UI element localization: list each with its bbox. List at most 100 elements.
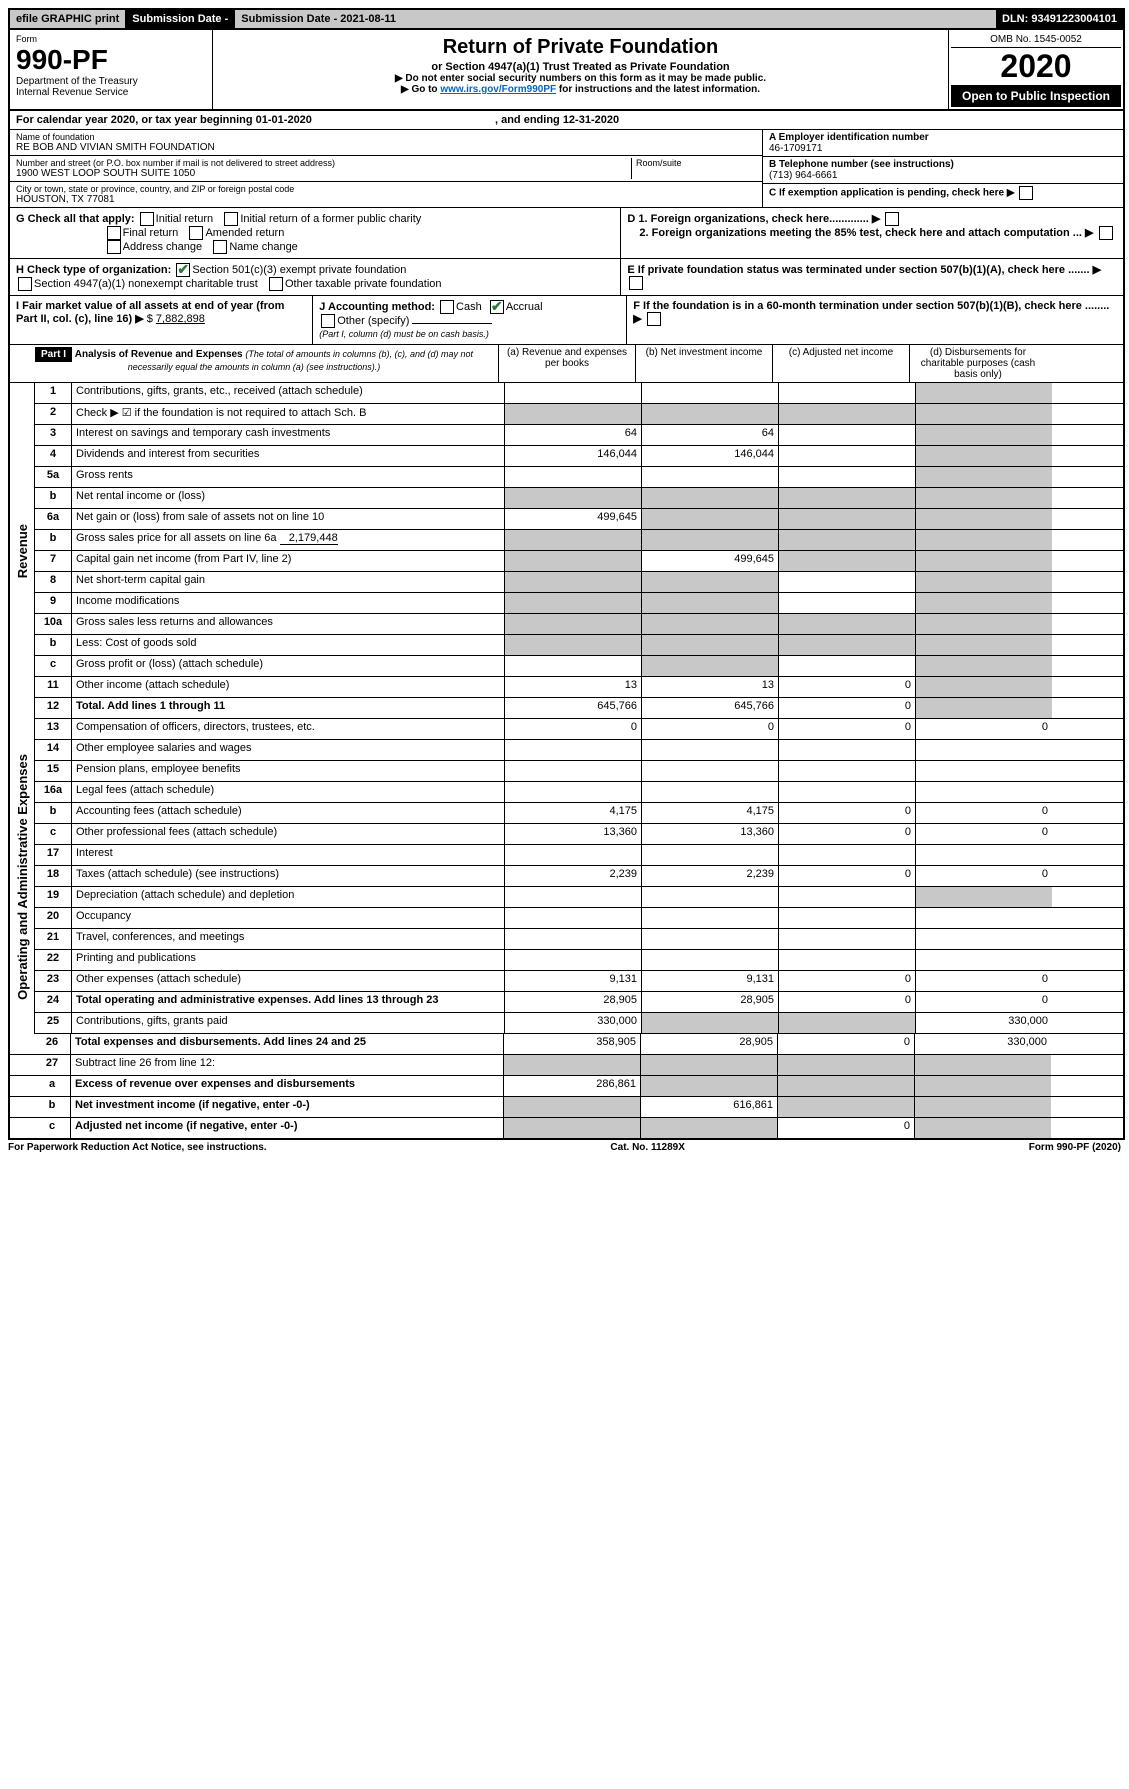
revenue-section: Revenue 1 Contributions, gifts, grants, … — [10, 383, 1123, 719]
checkbox-address-change[interactable] — [107, 240, 121, 254]
box-h-e: H Check type of organization: Section 50… — [10, 259, 1123, 296]
line-15: 15 Pension plans, employee benefits — [35, 761, 1123, 782]
line-17: 17 Interest — [35, 845, 1123, 866]
checkbox-f[interactable] — [647, 312, 661, 326]
col-d-header: (d) Disbursements for charitable purpose… — [910, 345, 1046, 382]
form-title: Return of Private Foundation — [217, 36, 944, 59]
exemption-pending: C If exemption application is pending, c… — [763, 184, 1123, 202]
checkbox-501c3[interactable] — [176, 263, 190, 277]
link-row: ▶ Go to www.irs.gov/Form990PF for instru… — [217, 84, 944, 95]
open-to-public: Open to Public Inspection — [951, 85, 1121, 107]
page-footer: For Paperwork Reduction Act Notice, see … — [8, 1140, 1121, 1155]
checkbox-initial-return[interactable] — [140, 212, 154, 226]
line-8: 8 Net short-term capital gain — [35, 572, 1123, 593]
box-f: F If the foundation is in a 60-month ter… — [627, 296, 1123, 345]
line-27c: c Adjusted net income (if negative, ente… — [10, 1118, 1123, 1138]
line-b: b Less: Cost of goods sold — [35, 635, 1123, 656]
checkbox-final-return[interactable] — [107, 226, 121, 240]
box-i-j-f: I Fair market value of all assets at end… — [10, 296, 1123, 345]
ein-cell: A Employer identification number 46-1709… — [763, 130, 1123, 157]
irs-link[interactable]: www.irs.gov/Form990PF — [440, 84, 556, 95]
line-23: 23 Other expenses (attach schedule) 9,13… — [35, 971, 1123, 992]
line-18: 18 Taxes (attach schedule) (see instruct… — [35, 866, 1123, 887]
foundation-name: Name of foundation RE BOB AND VIVIAN SMI… — [10, 130, 762, 156]
line-9: 9 Income modifications — [35, 593, 1123, 614]
form-ref: Form 990-PF (2020) — [1029, 1142, 1121, 1153]
checkbox-4947[interactable] — [18, 277, 32, 291]
part1-badge: Part I — [35, 347, 72, 362]
year-cell: OMB No. 1545-0052 2020 Open to Public In… — [949, 30, 1123, 109]
checkbox-amended[interactable] — [189, 226, 203, 240]
address-row: Number and street (or P.O. box number if… — [10, 156, 762, 182]
line-6a: 6a Net gain or (loss) from sale of asset… — [35, 509, 1123, 530]
line-12: 12 Total. Add lines 1 through 11 645,766… — [35, 698, 1123, 719]
paperwork-notice: For Paperwork Reduction Act Notice, see … — [8, 1142, 267, 1153]
line-11: 11 Other income (attach schedule) 13 13 … — [35, 677, 1123, 698]
catalog-number: Cat. No. 11289X — [610, 1142, 684, 1153]
line-4: 4 Dividends and interest from securities… — [35, 446, 1123, 467]
line-c: c Other professional fees (attach schedu… — [35, 824, 1123, 845]
form-number: 990-PF — [16, 44, 206, 76]
checkbox-name-change[interactable] — [213, 240, 227, 254]
box-d: D 1. Foreign organizations, check here..… — [621, 208, 1123, 259]
expenses-sidelabel: Operating and Administrative Expenses — [10, 719, 35, 1034]
form-header: Form 990-PF Department of the Treasury I… — [10, 30, 1123, 111]
checkbox-accrual[interactable] — [490, 300, 504, 314]
line-26: 26 Total expenses and disbursements. Add… — [10, 1034, 1123, 1055]
checkbox-c[interactable] — [1019, 186, 1033, 200]
omb-number: OMB No. 1545-0052 — [951, 32, 1121, 48]
submission-date: Submission Date - 2021-08-11 — [235, 10, 996, 28]
line-c: c Gross profit or (loss) (attach schedul… — [35, 656, 1123, 677]
checkbox-other-taxable[interactable] — [269, 277, 283, 291]
checkbox-d2[interactable] — [1099, 226, 1113, 240]
line-16a: 16a Legal fees (attach schedule) — [35, 782, 1123, 803]
line-27b: b Net investment income (if negative, en… — [10, 1097, 1123, 1118]
form-subtitle: or Section 4947(a)(1) Trust Treated as P… — [217, 61, 944, 73]
efile-badge: efile GRAPHIC print — [10, 10, 126, 28]
line-7: 7 Capital gain net income (from Part IV,… — [35, 551, 1123, 572]
box-i: I Fair market value of all assets at end… — [10, 296, 313, 345]
col-b-header: (b) Net investment income — [636, 345, 773, 382]
line-19: 19 Depreciation (attach schedule) and de… — [35, 887, 1123, 908]
checkbox-other-method[interactable] — [321, 314, 335, 328]
checkbox-e[interactable] — [629, 276, 643, 290]
phone-cell: B Telephone number (see instructions) (7… — [763, 157, 1123, 184]
line-25: 25 Contributions, gifts, grants paid 330… — [35, 1013, 1123, 1034]
box-g: G Check all that apply: Initial return I… — [10, 208, 621, 259]
form-number-cell: Form 990-PF Department of the Treasury I… — [10, 30, 213, 109]
identity-block: Name of foundation RE BOB AND VIVIAN SMI… — [10, 130, 1123, 208]
revenue-sidelabel: Revenue — [10, 383, 35, 719]
checkbox-cash[interactable] — [440, 300, 454, 314]
line-27a: a Excess of revenue over expenses and di… — [10, 1076, 1123, 1097]
line-10a: 10a Gross sales less returns and allowan… — [35, 614, 1123, 635]
line-20: 20 Occupancy — [35, 908, 1123, 929]
line-22: 22 Printing and publications — [35, 950, 1123, 971]
dept-label: Department of the Treasury Internal Reve… — [16, 76, 206, 98]
line-2: 2 Check ▶ ☑ if the foundation is not req… — [35, 404, 1123, 425]
checkbox-initial-former[interactable] — [224, 212, 238, 226]
line-3: 3 Interest on savings and temporary cash… — [35, 425, 1123, 446]
tax-year: 2020 — [951, 48, 1121, 85]
checkbox-d1[interactable] — [885, 212, 899, 226]
dln: DLN: 93491223004101 — [996, 10, 1123, 28]
line-1: 1 Contributions, gifts, grants, etc., re… — [35, 383, 1123, 404]
calendar-year-row: For calendar year 2020, or tax year begi… — [10, 111, 1123, 130]
line-b: b Net rental income or (loss) — [35, 488, 1123, 509]
line-21: 21 Travel, conferences, and meetings — [35, 929, 1123, 950]
line-b: b Gross sales price for all assets on li… — [35, 530, 1123, 551]
col-a-header: (a) Revenue and expenses per books — [499, 345, 636, 382]
box-h: H Check type of organization: Section 50… — [10, 259, 621, 296]
check-blocks: G Check all that apply: Initial return I… — [10, 208, 1123, 259]
ssn-warning: ▶ Do not enter social security numbers o… — [217, 73, 944, 84]
line-27: 27 Subtract line 26 from line 12: — [10, 1055, 1123, 1076]
form-title-cell: Return of Private Foundation or Section … — [213, 30, 949, 109]
line-13: 13 Compensation of officers, directors, … — [35, 719, 1123, 740]
line-24: 24 Total operating and administrative ex… — [35, 992, 1123, 1013]
box-j: J Accounting method: Cash Accrual Other … — [313, 296, 627, 345]
city-row: City or town, state or province, country… — [10, 182, 762, 207]
submission-date-label: Submission Date - — [126, 10, 235, 28]
part1-header-row: Part I Analysis of Revenue and Expenses … — [10, 345, 1123, 383]
expenses-section: Operating and Administrative Expenses 13… — [10, 719, 1123, 1034]
line-b: b Accounting fees (attach schedule) 4,17… — [35, 803, 1123, 824]
box-e: E If private foundation status was termi… — [621, 259, 1123, 296]
